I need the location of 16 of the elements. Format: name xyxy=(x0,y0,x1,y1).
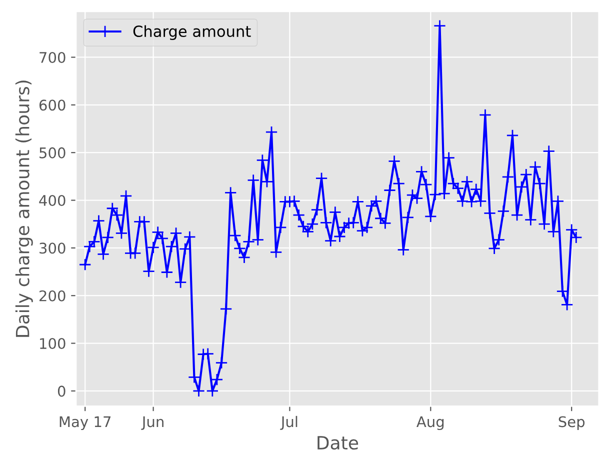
x-tick-label: Aug xyxy=(416,416,444,430)
x-tick-label: Jul xyxy=(280,416,298,430)
y-tick-label: 700 xyxy=(40,52,66,63)
x-tick-label: Jun xyxy=(141,416,164,430)
y-axis-title: Daily charge amount (hours) xyxy=(15,80,33,337)
y-tick-label: 0 xyxy=(58,386,66,397)
legend-label: Charge amount xyxy=(133,25,251,40)
y-tick-label: 500 xyxy=(40,147,66,158)
y-tick-label: 100 xyxy=(40,338,66,350)
y-tick-label: 300 xyxy=(40,242,66,254)
x-tick-label: Sep xyxy=(558,416,585,430)
y-tick-label: 200 xyxy=(40,290,66,302)
y-tick-label: 400 xyxy=(39,194,66,206)
y-tick-label: 600 xyxy=(39,100,66,111)
x-tick-label: May 17 xyxy=(60,416,111,430)
x-axis-title: Date xyxy=(318,436,358,450)
